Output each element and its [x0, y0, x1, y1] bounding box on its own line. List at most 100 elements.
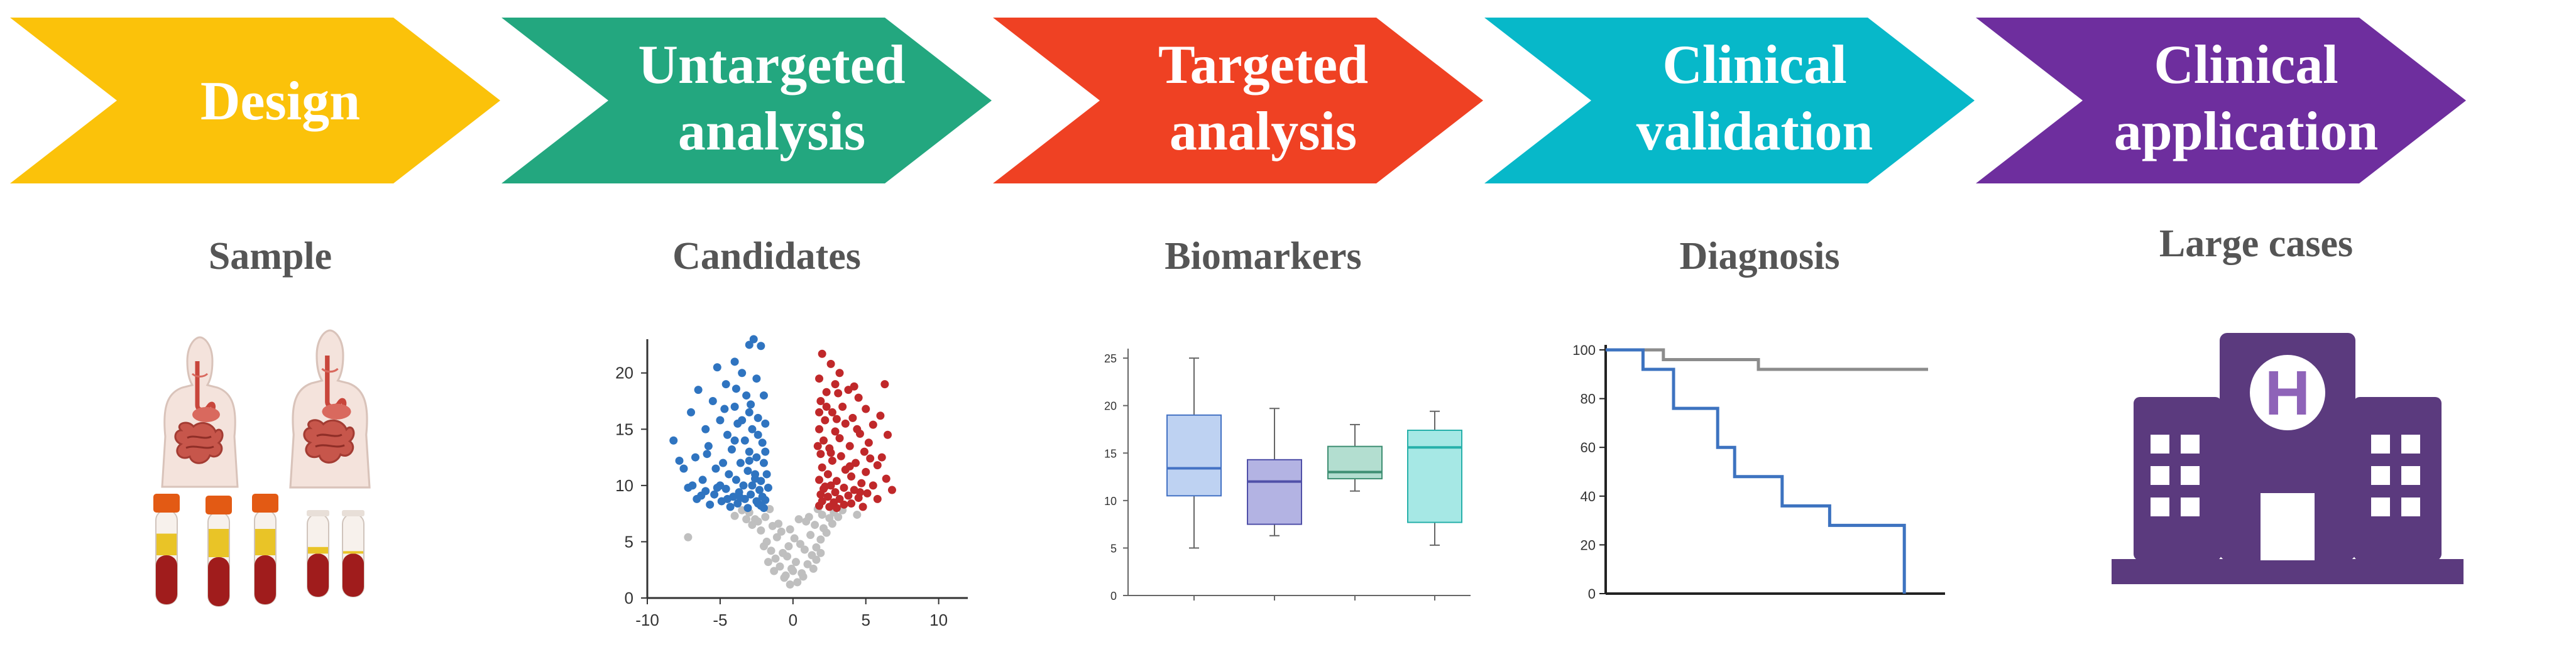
data-point-up: [864, 438, 873, 447]
data-point-down: [736, 494, 745, 503]
data-point-up: [825, 503, 834, 511]
y-tick-label: 80: [1581, 391, 1596, 407]
data-point-ns: [799, 572, 808, 581]
y-tick-label: 25: [1104, 352, 1117, 365]
data-point-up: [835, 369, 844, 378]
data-point-up: [866, 454, 875, 463]
data-point-up: [887, 486, 896, 494]
y-tick-label: 5: [625, 532, 633, 551]
data-point-up: [858, 503, 867, 511]
data-point-down: [738, 416, 747, 425]
stage-label-0: Design: [200, 71, 360, 132]
section-label-2: Biomarkers: [1165, 235, 1361, 278]
data-point-up: [860, 447, 869, 456]
survival-series-0: [1606, 348, 1928, 371]
stage-label-line-1: Untargeted: [638, 35, 905, 95]
hospital-right-wing: [2354, 397, 2442, 560]
data-point-down: [762, 470, 771, 479]
data-point-down: [723, 430, 732, 439]
data-point-up: [832, 504, 841, 513]
data-point-down: [711, 464, 720, 473]
data-point-up: [815, 476, 824, 484]
data-point-down: [730, 402, 739, 411]
data-point-ns: [834, 513, 843, 521]
box-body: [1247, 459, 1302, 525]
data-point-down: [697, 491, 706, 500]
data-point-up: [854, 393, 863, 402]
data-point-up: [847, 472, 856, 481]
data-point-up: [882, 474, 891, 483]
hospital-window: [2181, 466, 2200, 485]
tube-blood: [307, 553, 329, 597]
data-point-down: [748, 481, 757, 490]
data-point-down: [751, 474, 760, 483]
data-point-up: [816, 490, 825, 499]
data-point-up: [815, 501, 824, 510]
data-point-down: [730, 357, 739, 366]
data-point-ns: [772, 533, 781, 541]
blood-tube-icon: [153, 494, 180, 605]
y-tick-label: 100: [1572, 342, 1596, 358]
tube-rim: [307, 510, 329, 516]
data-point-up: [869, 481, 877, 490]
hospital-window: [2371, 435, 2390, 454]
data-point-down: [675, 456, 684, 465]
data-point-up: [822, 402, 831, 411]
data-point-up: [821, 416, 830, 425]
data-point-up: [815, 425, 824, 433]
data-point-down: [743, 467, 752, 476]
data-point-down: [716, 416, 725, 425]
hospital-window: [2371, 497, 2390, 516]
data-point-ns: [812, 555, 821, 564]
data-point-down: [713, 483, 721, 492]
data-point-up: [831, 380, 840, 389]
data-point-down: [732, 476, 740, 484]
data-point-down: [720, 405, 729, 413]
data-point-down: [740, 436, 749, 445]
y-tick-label: 10: [615, 476, 633, 495]
data-point-ns: [806, 531, 815, 540]
data-point-ns: [780, 574, 789, 582]
y-tick-label: 40: [1581, 489, 1596, 504]
data-point-up: [876, 411, 885, 420]
data-point-up: [857, 479, 866, 487]
data-point-down: [758, 438, 767, 447]
stomach: [322, 403, 351, 420]
data-point-up: [832, 415, 841, 423]
data-point-down: [754, 413, 762, 422]
data-point-down: [726, 503, 735, 511]
data-point-up: [845, 442, 854, 450]
data-point-ns: [793, 578, 802, 587]
data-point-down: [764, 483, 772, 492]
blood-tube-icon: [342, 510, 364, 597]
data-point-down: [749, 335, 758, 344]
hospital-door: [2261, 493, 2315, 560]
sample-icons: [153, 329, 371, 607]
data-point-down: [745, 340, 754, 349]
data-point-ns: [804, 513, 813, 521]
hospital-window: [2151, 497, 2169, 516]
data-point-ns: [742, 515, 751, 524]
data-point-down: [710, 490, 719, 499]
stomach: [192, 407, 220, 422]
data-point-down: [761, 419, 770, 428]
x-tick-label: 0: [789, 611, 797, 629]
intestine-folds: [185, 435, 214, 449]
hospital-building-icon: H: [2112, 333, 2464, 584]
data-point-down: [706, 500, 715, 509]
data-point-up: [818, 349, 826, 358]
data-point-down: [759, 504, 768, 513]
intestine-folds: [315, 433, 345, 448]
data-point-up: [815, 408, 824, 416]
data-point-up: [821, 482, 830, 491]
data-point-up: [831, 427, 840, 436]
data-point-down: [688, 481, 697, 490]
hospital-window: [2371, 466, 2390, 485]
hospital-window: [2401, 466, 2420, 485]
data-point-ns: [789, 567, 797, 575]
data-point-up: [815, 374, 824, 383]
box-body: [1166, 414, 1222, 497]
hospital-letter: H: [2265, 358, 2310, 428]
stage-arrow: [993, 18, 1483, 183]
